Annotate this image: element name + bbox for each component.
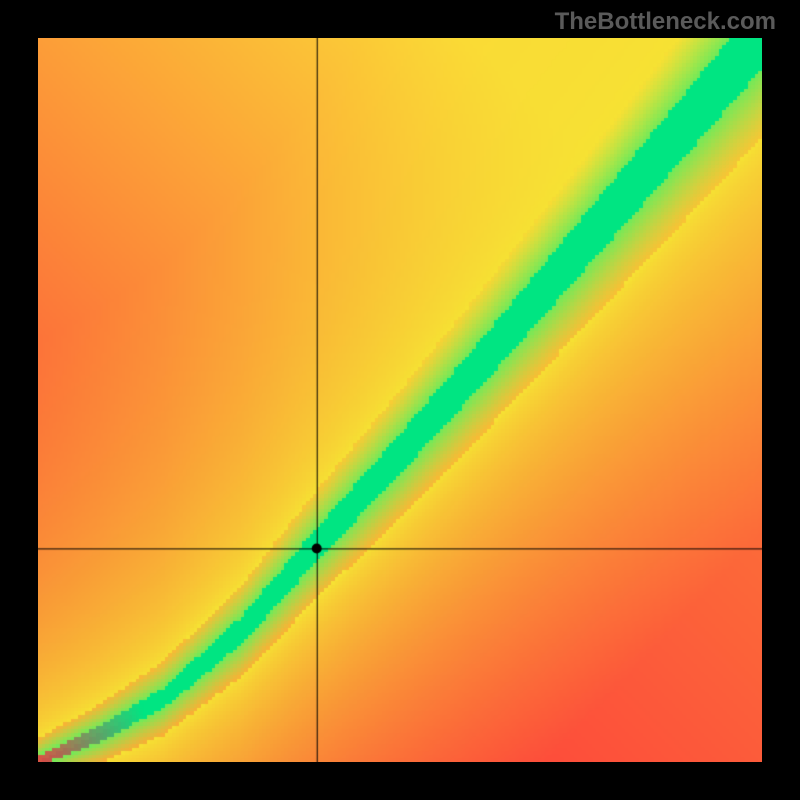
bottleneck-heatmap xyxy=(38,38,762,762)
watermark-text: TheBottleneck.com xyxy=(555,8,776,36)
